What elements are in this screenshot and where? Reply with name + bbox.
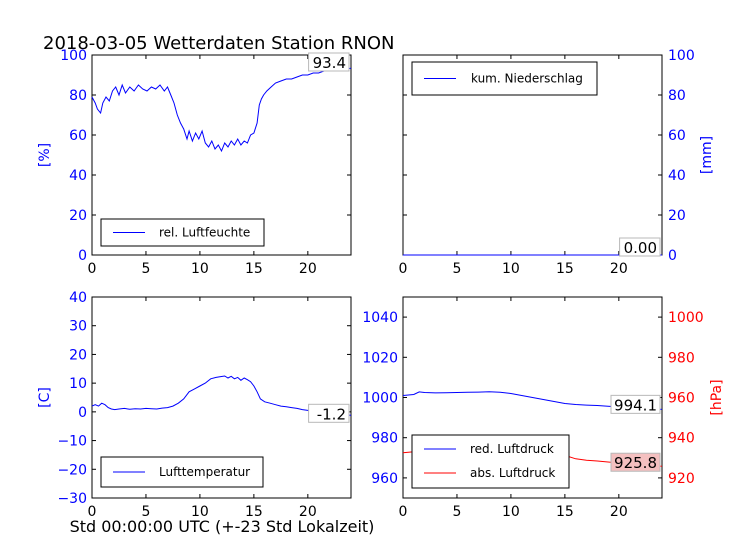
figure-xlabel: Std 00:00:00 UTC (+-23 Std Lokalzeit) [70,517,375,536]
panel-temperature: 0 5 10 15 20 −30 −20 −10 0 10 20 30 40 [C] -1.2 Lufttem… [37,290,352,520]
x-tick-label: 0 [88,504,97,520]
series-line-lufttemperatur [91,375,352,416]
y-axis-label: [C] [37,387,53,408]
y-tick-label: 1040 [362,310,398,326]
x-tick-label: 0 [399,261,408,277]
y-tick-label: 100 [60,48,87,64]
y-tick-label: 1000 [362,391,398,407]
y-axis-label-right: [hPa] [709,379,725,415]
value-annotation: 0.00 [624,239,657,257]
x-tick-label: 10 [502,504,520,520]
y-tick-label: 40 [69,168,87,184]
y-tick-label: 40 [668,168,686,184]
legend-label: rel. Luftfeuchte [159,226,250,240]
x-tick-label: 15 [245,261,263,277]
x-tick-label: 5 [452,261,461,277]
y-tick-label: 40 [69,290,87,306]
y-tick-label: 30 [69,319,87,335]
panel-frame [91,54,352,256]
y-tick-label: 980 [371,431,398,447]
x-tick-label: 20 [299,504,317,520]
y-tick-label: −30 [57,491,87,507]
y-axis-label: [mm] [699,136,715,174]
x-tick-label: 20 [610,504,628,520]
y-tick-label: 100 [668,48,695,64]
x-tick-label: 15 [245,504,263,520]
y-tick-label: 20 [668,208,686,224]
x-tick-label: 15 [556,261,574,277]
y-tick-label: 60 [69,128,87,144]
y-tick-label: 1020 [362,350,398,366]
y-tick-label: 10 [69,376,87,392]
figure-title: 2018-03-05 Wetterdaten Station RNON [43,33,394,54]
y-tick-label: −10 [57,434,87,450]
legend-label: Lufttemperatur [159,465,250,479]
value-annotation: -1.2 [317,405,346,423]
y-tick-label-right: 1000 [668,310,704,326]
y-tick-label: −20 [57,462,87,478]
legend-label: red. Luftdruck [470,442,554,456]
legend-box [411,434,570,489]
x-tick-label: 10 [191,504,209,520]
y-tick-label: 20 [69,347,87,363]
x-tick-label: 15 [556,504,574,520]
x-tick-label: 10 [191,261,209,277]
panel-frame [91,296,352,499]
y-tick-label: 80 [668,88,686,104]
legend-label: abs. Luftdruck [470,466,555,480]
value-annotation-box [619,237,661,257]
x-tick-label: 0 [88,261,97,277]
y-tick-label: 60 [668,128,686,144]
x-tick-label: 10 [502,261,520,277]
y-tick-label: 0 [78,248,87,264]
y-tick-label: 960 [371,471,398,487]
value-annotation-right-box [610,452,661,472]
x-tick-label: 20 [610,261,628,277]
panel-pressure: 0 5 10 15 20 960 980 1000 1020 1040 920 940 960 980 10… [362,296,725,520]
y-tick-label-right: 920 [668,471,695,487]
x-tick-label: 20 [299,261,317,277]
y-tick-label: 80 [69,88,87,104]
y-tick-label: 20 [69,208,87,224]
series-line-rel-luftfeuchte [91,67,352,153]
value-annotation-left: 994.1 [614,396,657,414]
value-annotation-right: 925.8 [614,454,657,472]
value-annotation-left-box [610,394,661,414]
y-tick-label: 0 [668,248,677,264]
panel-humidity: 0 5 10 15 20 0 20 40 60 80 100 [%] 93.4 rel. Luftfeuc… [37,48,352,277]
panel-precipitation: 0 5 10 15 20 0 20 40 60 80 100 [mm] 0.00 kum. Nieders… [399,48,715,277]
legend-label: kum. Niederschlag [471,72,583,86]
x-tick-label: 5 [452,504,461,520]
y-tick-label: 0 [78,405,87,421]
value-annotation-box [308,52,350,72]
value-annotation-box [308,403,350,423]
x-tick-label: 0 [399,504,408,520]
value-annotation: 93.4 [313,54,346,72]
y-tick-label-right: 960 [668,391,695,407]
y-axis-label: [%] [37,143,53,167]
x-tick-label: 5 [141,504,150,520]
y-tick-label-right: 940 [668,431,695,447]
y-tick-label-right: 980 [668,350,695,366]
x-tick-label: 5 [141,261,150,277]
